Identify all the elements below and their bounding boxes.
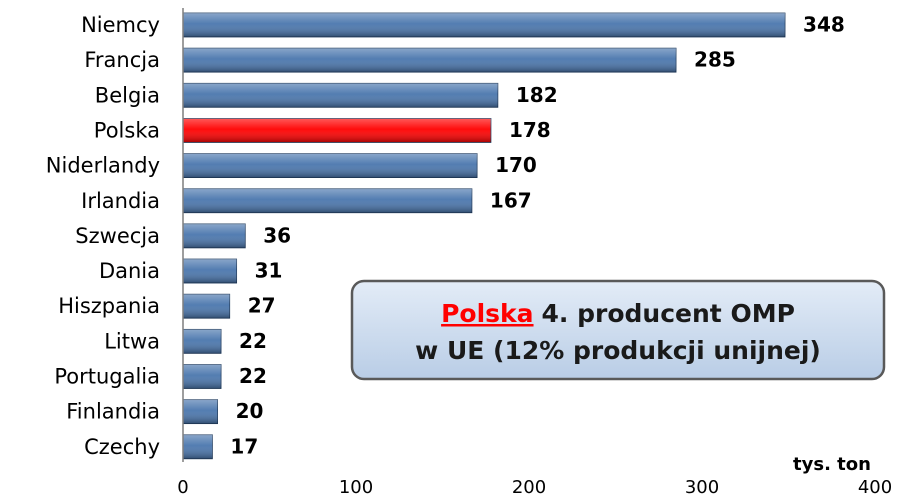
- value-label: 27: [248, 294, 276, 318]
- bar-shine: [183, 223, 246, 248]
- x-tick-label: 0: [177, 477, 188, 496]
- bar-shine: [183, 294, 230, 319]
- y-tick-label: Belgia: [95, 83, 160, 107]
- value-label: 17: [230, 434, 258, 458]
- y-tick-label: Irlandia: [81, 189, 160, 213]
- bar-shine: [183, 118, 491, 143]
- value-label: 22: [239, 329, 267, 353]
- bar-shine: [183, 48, 677, 73]
- y-tick-label: Portugalia: [54, 365, 160, 389]
- value-label: 170: [495, 153, 537, 177]
- x-tick-label: 400: [858, 477, 892, 496]
- y-tick-label: Szwecja: [75, 224, 160, 248]
- x-tick-label: 300: [685, 477, 719, 496]
- bar-shine: [183, 13, 786, 37]
- y-tick-label: Czechy: [84, 435, 160, 459]
- y-tick-label: Finlandia: [66, 400, 160, 424]
- value-label: 182: [516, 83, 558, 107]
- value-label: 22: [239, 364, 267, 388]
- value-label: 178: [509, 118, 551, 142]
- value-label: 167: [490, 188, 532, 212]
- annotation-line1: Polska 4. producent OMP: [441, 299, 795, 328]
- value-label: 36: [263, 223, 291, 247]
- y-tick-label: Niderlandy: [46, 154, 160, 178]
- y-tick-label: Francja: [84, 48, 160, 72]
- bar-shine: [183, 153, 478, 178]
- bar-shine: [183, 188, 472, 213]
- y-tick-label: Niemcy: [81, 13, 160, 37]
- x-tick-label: 100: [339, 477, 373, 496]
- value-label: 31: [255, 259, 283, 283]
- bar-shine: [183, 259, 237, 284]
- y-tick-label: Litwa: [104, 329, 160, 353]
- value-label: 20: [236, 399, 264, 423]
- x-tick-label: 200: [512, 477, 546, 496]
- y-tick-label: Dania: [99, 259, 160, 283]
- bar-shine: [183, 364, 222, 389]
- y-tick-label: Polska: [94, 118, 160, 142]
- bar-shine: [183, 329, 222, 354]
- annotation-line2: w UE (12% produkcji unijnej): [415, 336, 821, 365]
- bar-shine: [183, 399, 218, 424]
- annotation-box: [350, 279, 886, 381]
- y-tick-label: Hiszpania: [58, 294, 160, 318]
- value-label: 285: [694, 48, 736, 72]
- x-unit: tys. ton: [793, 454, 871, 475]
- annotation-text: 4. producent OMP: [542, 299, 795, 328]
- value-label: 348: [803, 13, 845, 37]
- bar-shine: [183, 434, 213, 459]
- bar-shine: [183, 83, 498, 108]
- annotation-highlight: Polska: [441, 299, 533, 328]
